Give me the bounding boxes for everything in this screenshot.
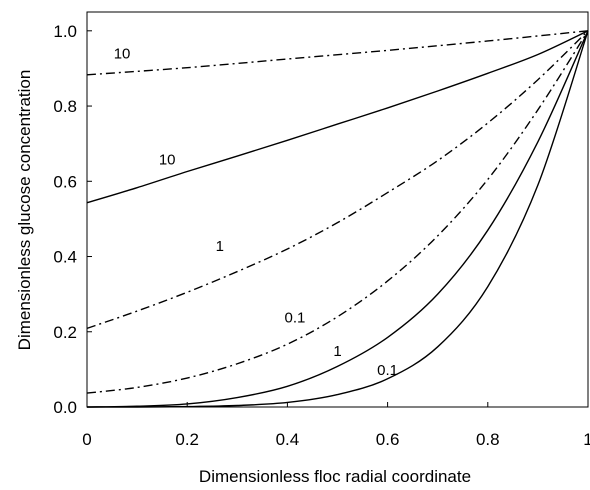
x-tick-label: 1: [583, 430, 590, 449]
y-tick-label: 0.2: [53, 323, 77, 342]
plot-frame: [86, 11, 589, 408]
x-tick-label: 0.8: [476, 430, 500, 449]
series-line-dash-dot-10: [86, 30, 589, 76]
curve-label: 1: [216, 238, 224, 255]
curves: [86, 30, 589, 408]
y-axis-title: Dimensionless glucose concentration: [15, 70, 34, 351]
series-line-solid-1: [86, 30, 589, 408]
curve-label: 10: [159, 151, 176, 168]
x-tick-label: 0.2: [175, 430, 199, 449]
x-tick-label: 0: [82, 430, 91, 449]
y-tick-label: 0.6: [53, 172, 77, 191]
series-line-solid-10: [86, 30, 589, 204]
curve-label: 0.1: [377, 362, 398, 379]
y-tick-label: 0.8: [53, 97, 77, 116]
y-tick-label: 0.4: [53, 248, 77, 267]
y-tick-label: 0.0: [53, 398, 77, 417]
curve-label: 0.1: [284, 309, 305, 326]
series-line-solid-0.1: [86, 30, 589, 408]
x-tick-label: 0.6: [376, 430, 400, 449]
curve-label: 1: [333, 343, 341, 360]
axis-ticks: 0 0.2 0.4 0.6 0.8 1 0.0 0.2 0.4 0.6 0.8 1.0: [53, 22, 590, 449]
curve-labels: 10 10 1 0.1 1 0.1: [114, 45, 398, 379]
series-line-dash-dot-1: [86, 30, 589, 330]
series-line-dash-dot-0.1: [86, 30, 589, 394]
x-axis-title: Dimensionless floc radial coordinate: [199, 467, 471, 486]
curve-label: 10: [114, 45, 131, 62]
x-tick-label: 0.4: [276, 430, 300, 449]
y-tick-label: 1.0: [53, 22, 77, 41]
